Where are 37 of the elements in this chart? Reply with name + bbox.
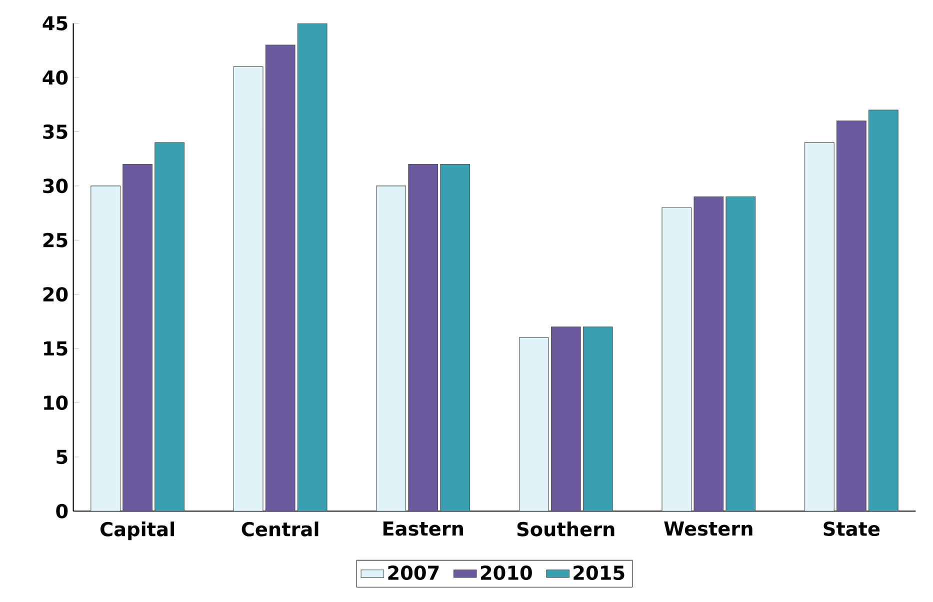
bar <box>662 207 692 512</box>
bar <box>297 23 328 512</box>
y-tick-label: 40 <box>42 70 68 85</box>
y-tick-label: 35 <box>43 124 68 140</box>
bar <box>804 142 834 512</box>
y-tick-label: 25 <box>43 232 68 248</box>
x-tick-label: Central <box>242 522 318 537</box>
legend-label: 2015 <box>574 566 624 580</box>
legend-label: 2010 <box>480 566 532 580</box>
y-tick-label: 10 <box>44 396 68 410</box>
bar <box>440 164 470 512</box>
bar <box>265 44 296 512</box>
bar <box>376 186 406 512</box>
legend-label: 2007 <box>388 566 439 580</box>
bar <box>90 186 120 512</box>
y-tick-label: 0 <box>56 504 68 519</box>
y-tick-label: 20 <box>43 287 68 302</box>
bar <box>836 120 866 512</box>
bar <box>122 164 152 512</box>
bar <box>726 196 756 512</box>
x-tick-label: Southern <box>517 522 614 537</box>
bar <box>550 326 581 512</box>
y-tick-label: 45 <box>42 16 68 31</box>
bar <box>582 326 613 512</box>
x-tick-label: Eastern <box>383 522 464 536</box>
bar <box>408 164 438 512</box>
y-tick-label: 15 <box>44 342 68 356</box>
x-tick-label: State <box>824 522 880 536</box>
y-tick-label: 5 <box>56 450 68 464</box>
bar <box>518 338 549 512</box>
bar <box>154 142 184 512</box>
bar <box>233 66 264 512</box>
x-tick-label: Capital <box>100 522 174 540</box>
y-tick-label: 30 <box>43 178 68 194</box>
bar <box>868 110 898 512</box>
x-tick-label: Western <box>664 522 752 536</box>
bar <box>694 196 724 512</box>
